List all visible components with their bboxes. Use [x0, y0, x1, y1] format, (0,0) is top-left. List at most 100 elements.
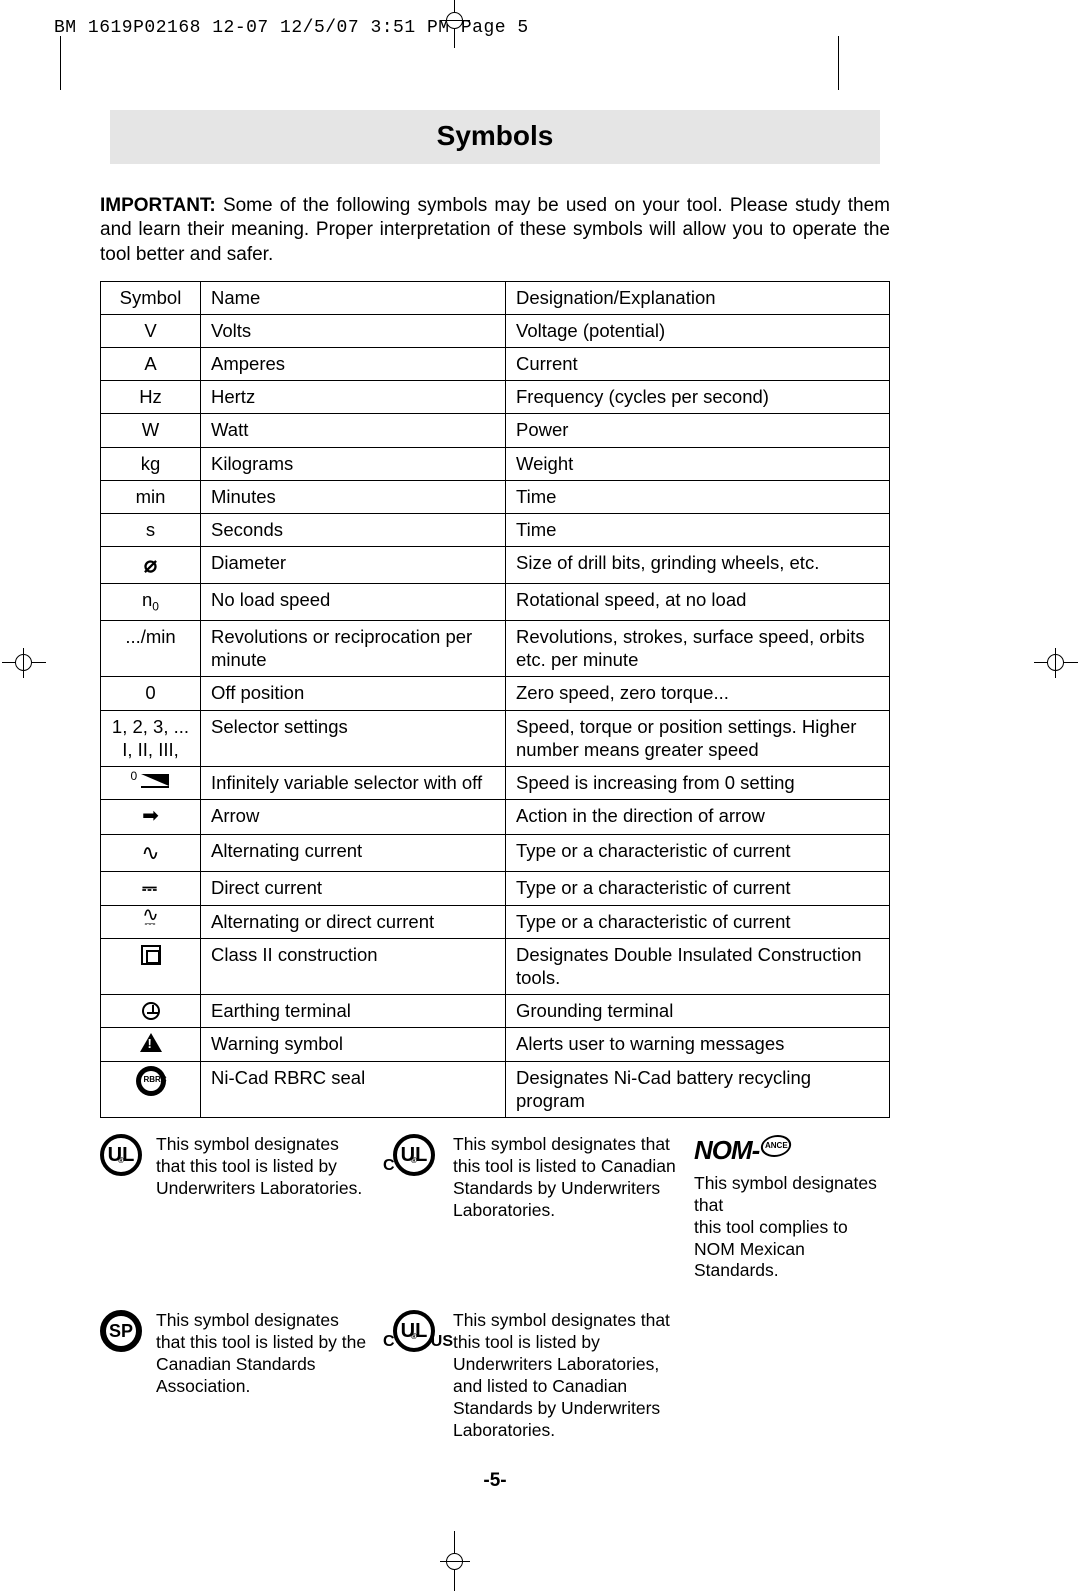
crop-mark-top — [440, 0, 470, 48]
sym-cell: W — [101, 414, 201, 447]
col-symbol: Symbol — [101, 281, 201, 314]
sym-cell — [101, 938, 201, 994]
symbols-table: Symbol Name Designation/Explanation VVol… — [100, 281, 890, 1118]
desc-cell: Revolutions, strokes, surface speed, orb… — [506, 621, 890, 677]
sym-cell: n0 — [101, 584, 201, 621]
sym-cell: min — [101, 480, 201, 513]
table-row: ⎓Direct currentType or a characteristic … — [101, 872, 890, 905]
name-cell: Warning symbol — [201, 1028, 506, 1062]
cert-row-1: UL® This symbol designates that this too… — [100, 1134, 890, 1282]
table-header-row: Symbol Name Designation/Explanation — [101, 281, 890, 314]
name-cell: Revolutions or reciprocation per minute — [201, 621, 506, 677]
sym-cell: s — [101, 513, 201, 546]
table-row: ➡ArrowAction in the direction of arrow — [101, 799, 890, 834]
sym-cell — [101, 1028, 201, 1062]
desc-cell: Rotational speed, at no load — [506, 584, 890, 621]
table-row: WWattPower — [101, 414, 890, 447]
name-cell: Diameter — [201, 546, 506, 584]
acdc-icon: ∿⎓ — [142, 910, 159, 927]
nom-icon: NOM- — [694, 1135, 759, 1165]
name-cell: Off position — [201, 677, 506, 710]
name-cell: Volts — [201, 315, 506, 348]
desc-cell: Type or a characteristic of current — [506, 905, 890, 938]
desc-cell: Time — [506, 480, 890, 513]
intro-text: Some of the following symbols may be use… — [100, 195, 890, 265]
class2-icon — [141, 945, 161, 965]
desc-cell: Frequency (cycles per second) — [506, 381, 890, 414]
table-row: 0Off positionZero speed, zero torque... — [101, 677, 890, 710]
name-cell: Hertz — [201, 381, 506, 414]
sym-cell: V — [101, 315, 201, 348]
desc-cell: Power — [506, 414, 890, 447]
sym-cell — [101, 994, 201, 1027]
table-row: ∿Alternating currentType or a characteri… — [101, 834, 890, 872]
frame-line — [60, 36, 61, 90]
name-cell: Infinitely variable selector with off — [201, 766, 506, 799]
diameter-icon: ⌀ — [144, 552, 157, 577]
name-cell: No load speed — [201, 584, 506, 621]
name-cell: Amperes — [201, 348, 506, 381]
rbrc-icon: RBRC — [136, 1066, 166, 1096]
crop-mark-bottom — [440, 1531, 470, 1591]
table-row: minMinutesTime — [101, 480, 890, 513]
sym-cell: ➡ — [101, 799, 201, 834]
ance-icon — [759, 1135, 793, 1157]
desc-cell: Designates Ni-Cad battery recycling prog… — [506, 1062, 890, 1118]
frame-line — [838, 36, 839, 90]
table-row: ⌀ DiameterSize of drill bits, grinding wh… — [101, 546, 890, 584]
name-cell: Ni-Cad RBRC seal — [201, 1062, 506, 1118]
name-cell: Kilograms — [201, 447, 506, 480]
name-cell: Seconds — [201, 513, 506, 546]
col-desc: Designation/Explanation — [506, 281, 890, 314]
sym-cell: .../min — [101, 621, 201, 677]
arrow-icon: ➡ — [142, 805, 159, 827]
sym-cell: ⎓ — [101, 872, 201, 905]
dc-icon: ⎓ — [142, 877, 159, 898]
crop-mark-left — [2, 648, 46, 678]
desc-cell: Current — [506, 348, 890, 381]
sym-cell: ∿ — [101, 834, 201, 872]
name-cell: Arrow — [201, 799, 506, 834]
table-row: HzHertzFrequency (cycles per second) — [101, 381, 890, 414]
page-title: Symbols — [110, 110, 880, 164]
sym-cell: 1, 2, 3, ... I, II, III, — [101, 710, 201, 766]
sym-cell: 0 — [101, 766, 201, 799]
table-row: AAmperesCurrent — [101, 348, 890, 381]
desc-cell: Designates Double Insulated Construction… — [506, 938, 890, 994]
sym-cell: ⌀ — [101, 546, 201, 584]
desc-cell: Weight — [506, 447, 890, 480]
desc-cell: Size of drill bits, grinding wheels, etc… — [506, 546, 890, 584]
ul-text: This symbol designates that this tool is… — [156, 1134, 371, 1200]
sym-cell: A — [101, 348, 201, 381]
csa-icon: SP — [100, 1310, 150, 1352]
cul-icon: CUL® — [377, 1134, 447, 1176]
desc-cell: Type or a characteristic of current — [506, 872, 890, 905]
cul-text: This symbol designates that this tool is… — [453, 1134, 688, 1222]
name-cell: Alternating or direct current — [201, 905, 506, 938]
table-row: ∿⎓ Alternating or direct currentType or a… — [101, 905, 890, 938]
crop-mark-right — [1034, 648, 1078, 678]
name-cell: Class II construction — [201, 938, 506, 994]
sym-cell: ∿⎓ — [101, 905, 201, 938]
name-cell: Watt — [201, 414, 506, 447]
desc-cell: Type or a characteristic of current — [506, 834, 890, 872]
desc-cell: Speed, torque or position settings. High… — [506, 710, 890, 766]
desc-cell: Grounding terminal — [506, 994, 890, 1027]
ul-icon: UL® — [100, 1134, 150, 1176]
desc-cell: Zero speed, zero torque... — [506, 677, 890, 710]
table-row: Class II constructionDesignates Double I… — [101, 938, 890, 994]
page-number: -5- — [100, 1470, 890, 1492]
sym-cell: RBRC — [101, 1062, 201, 1118]
table-row: n0No load speedRotational speed, at no l… — [101, 584, 890, 621]
table-row: Warning symbolAlerts user to warning mes… — [101, 1028, 890, 1062]
table-row: Earthing terminalGrounding terminal — [101, 994, 890, 1027]
intro-label: IMPORTANT: — [100, 195, 216, 216]
csa-text: This symbol designates that this tool is… — [156, 1310, 371, 1398]
col-name: Name — [201, 281, 506, 314]
desc-cell: Time — [506, 513, 890, 546]
intro-paragraph: IMPORTANT: Some of the following symbols… — [100, 194, 890, 267]
cert-row-2: SP This symbol designates that this tool… — [100, 1310, 890, 1441]
earth-icon — [142, 1002, 160, 1020]
sym-cell: Hz — [101, 381, 201, 414]
name-cell: Earthing terminal — [201, 994, 506, 1027]
